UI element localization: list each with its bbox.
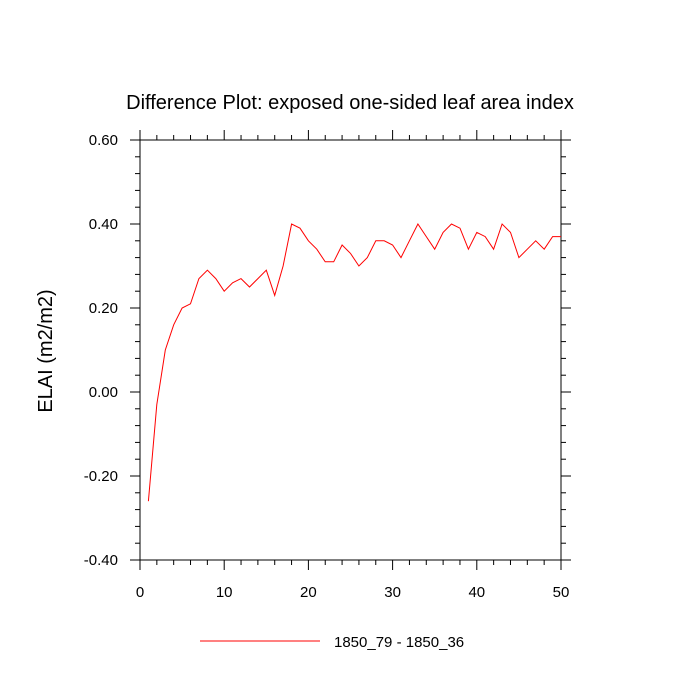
x-tick-label: 10 — [216, 584, 233, 601]
y-tick-label: 0.40 — [89, 216, 118, 233]
y-tick-label: 0.60 — [89, 132, 118, 149]
y-tick-label: -0.20 — [84, 468, 118, 485]
y-tick-label: -0.40 — [84, 552, 118, 569]
y-axis-label: ELAI (m2/m2) — [35, 289, 57, 412]
plot-frame — [139, 139, 562, 561]
chart-title: Difference Plot: exposed one-sided leaf … — [126, 92, 574, 114]
legend: 1850_79 - 1850_36 — [200, 634, 464, 651]
x-tick-label: 40 — [468, 584, 485, 601]
x-tick-label: 20 — [300, 584, 317, 601]
plot-area: 0 10 20 30 40 50 -0.40 -0.20 0.00 0.20 0.40 0.60 — [84, 130, 571, 601]
x-tick-label: 50 — [553, 584, 570, 601]
y-tick-label: 0.20 — [89, 300, 118, 317]
x-tick-label: 30 — [384, 584, 401, 601]
legend-label: 1850_79 - 1850_36 — [334, 634, 464, 651]
series-line — [147, 223, 561, 502]
x-tick-label: 0 — [136, 584, 144, 601]
y-tick-label: 0.00 — [89, 384, 118, 401]
